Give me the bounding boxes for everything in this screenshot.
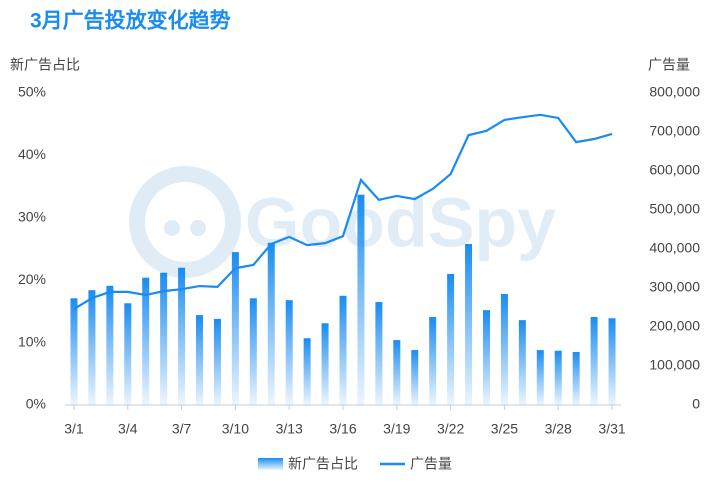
x-tick-label: 3/31	[598, 421, 625, 437]
y-tick-label: 40%	[18, 146, 46, 162]
y-tick-label: 0%	[26, 396, 46, 412]
x-tick-label: 3/25	[491, 421, 518, 437]
bar	[106, 285, 114, 405]
bar	[267, 242, 275, 405]
bar	[518, 320, 526, 405]
bar	[249, 298, 257, 405]
y2-tick-label: 300,000	[649, 279, 700, 295]
y-tick-label: 10%	[18, 333, 46, 349]
bar	[339, 295, 347, 405]
x-tick-label: 3/1	[64, 421, 84, 437]
y2-tick-label: 0	[692, 396, 700, 412]
bar	[357, 194, 365, 405]
bar	[142, 277, 150, 405]
x-tick-label: 3/10	[222, 421, 249, 437]
bar	[231, 252, 239, 405]
x-tick-label: 3/16	[329, 421, 356, 437]
bar	[447, 273, 455, 405]
bar	[411, 350, 419, 405]
y-axis-title: 新广告占比	[10, 57, 80, 73]
bar	[482, 310, 490, 405]
bar	[465, 244, 473, 405]
legend-label: 新广告占比	[288, 456, 358, 472]
bar	[285, 300, 293, 405]
bar	[375, 302, 383, 405]
bar	[213, 318, 221, 405]
y2-axis-title: 广告量	[648, 57, 690, 73]
bar	[608, 318, 616, 405]
bar	[70, 298, 78, 405]
y2-tick-label: 100,000	[649, 357, 700, 373]
x-tick-label: 3/7	[172, 421, 192, 437]
y2-tick-label: 400,000	[649, 240, 700, 256]
y2-tick-label: 500,000	[649, 201, 700, 217]
bar	[160, 272, 168, 405]
x-tick-label: 3/28	[545, 421, 572, 437]
bar	[88, 290, 96, 405]
chart-title: 3月广告投放变化趋势	[30, 9, 231, 33]
y-tick-label: 20%	[18, 271, 46, 287]
x-tick-label: 3/19	[383, 421, 410, 437]
watermark-logo	[129, 166, 241, 278]
y-tick-label: 30%	[18, 209, 46, 225]
bar	[321, 323, 329, 405]
legend-swatch	[258, 458, 283, 470]
bar	[303, 338, 311, 405]
y2-tick-label: 700,000	[649, 123, 700, 139]
watermark: GoodSpy	[245, 183, 556, 261]
bar	[429, 317, 437, 405]
bar	[500, 293, 508, 405]
x-tick-label: 3/22	[437, 421, 464, 437]
line	[73, 113, 613, 310]
bar	[554, 350, 562, 405]
x-tick-label: 3/4	[118, 421, 138, 437]
y-tick-label: 50%	[18, 84, 46, 100]
x-tick-label: 3/13	[276, 421, 303, 437]
bar	[572, 351, 580, 405]
legend-label: 广告量	[410, 456, 452, 472]
bar	[393, 340, 401, 405]
bar	[196, 315, 204, 405]
bar	[590, 317, 598, 405]
y2-tick-label: 600,000	[649, 162, 700, 178]
bar	[124, 303, 132, 405]
bar	[178, 267, 186, 405]
y2-tick-label: 200,000	[649, 318, 700, 334]
bar	[536, 350, 544, 405]
y2-tick-label: 800,000	[649, 84, 700, 100]
